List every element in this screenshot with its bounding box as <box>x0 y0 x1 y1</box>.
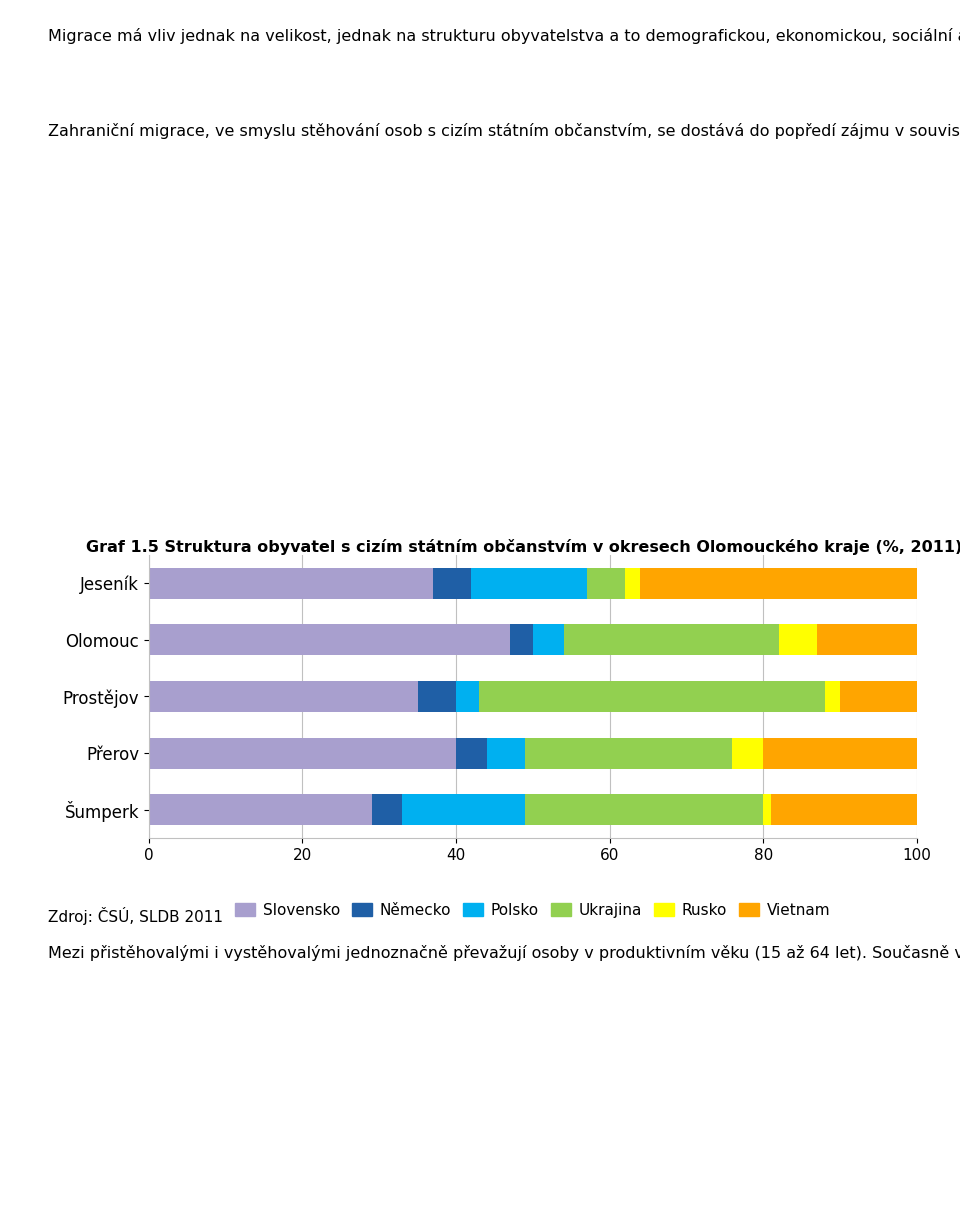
Bar <box>402 795 525 825</box>
Text: Graf 1.5 Struktura obyvatel s cizím státním občanstvím v okresech Olomouckého kr: Graf 1.5 Struktura obyvatel s cizím stát… <box>86 539 960 555</box>
Bar <box>418 681 456 712</box>
Bar <box>149 568 433 598</box>
Bar <box>525 738 732 768</box>
Bar <box>149 795 372 825</box>
Bar <box>510 625 533 655</box>
Legend: Slovensko, Německo, Polsko, Ukrajina, Rusko, Vietnam: Slovensko, Německo, Polsko, Ukrajina, Ru… <box>229 897 836 924</box>
Bar <box>149 681 418 712</box>
Bar <box>456 738 487 768</box>
Bar <box>372 795 402 825</box>
Bar <box>771 795 917 825</box>
Bar <box>433 568 471 598</box>
Bar <box>763 738 917 768</box>
Text: Mezi přistěhovalými i vystěhovalými jednoznačně převažují osoby v produktivním v: Mezi přistěhovalými i vystěhovalými jedn… <box>48 943 960 961</box>
Bar <box>149 625 510 655</box>
Text: Zahraniční migrace, ve smyslu stěhování osob s cizím státním občanstvím, se dost: Zahraniční migrace, ve smyslu stěhování … <box>48 121 960 139</box>
Bar <box>525 795 763 825</box>
Bar <box>779 625 817 655</box>
Text: Zdroj: ČSÚ, SLDB 2011: Zdroj: ČSÚ, SLDB 2011 <box>48 907 223 925</box>
Text: Migrace má vliv jednak na velikost, jednak na strukturu obyvatelstva a to demogr: Migrace má vliv jednak na velikost, jedn… <box>48 27 960 43</box>
Bar <box>825 681 840 712</box>
Bar <box>732 738 763 768</box>
Bar <box>817 625 917 655</box>
Bar <box>625 568 640 598</box>
Bar <box>471 568 587 598</box>
Bar <box>456 681 479 712</box>
Bar <box>763 795 771 825</box>
Bar <box>840 681 917 712</box>
Bar <box>564 625 779 655</box>
Bar <box>479 681 825 712</box>
Bar <box>587 568 625 598</box>
Bar <box>533 625 564 655</box>
Bar <box>487 738 525 768</box>
Bar <box>149 738 456 768</box>
Bar <box>640 568 917 598</box>
